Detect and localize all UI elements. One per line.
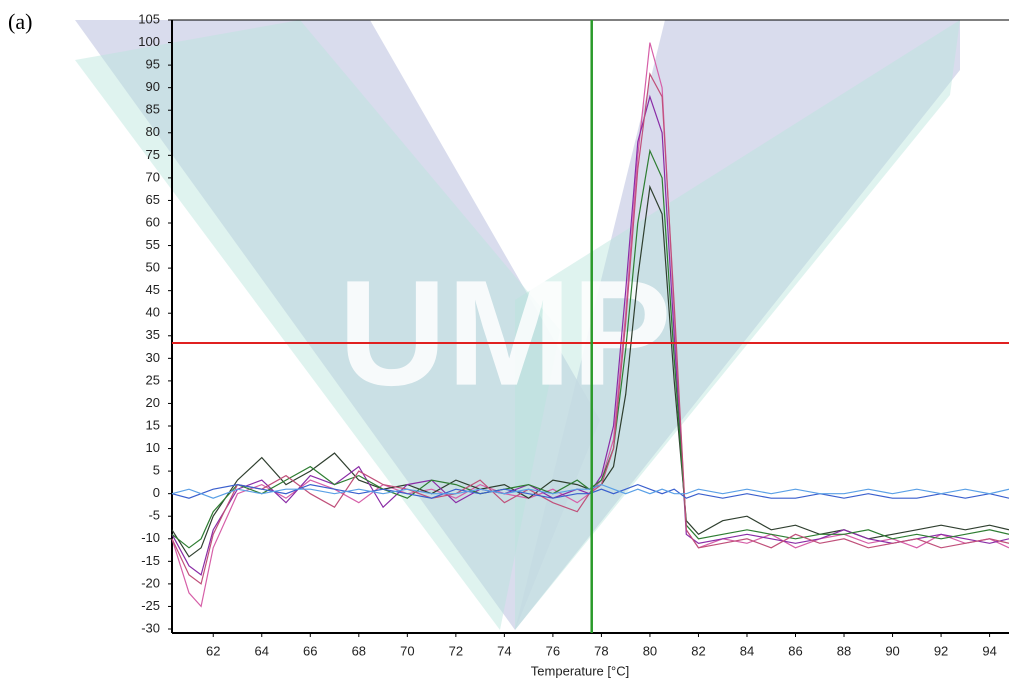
y-tick-label: 25: [146, 372, 160, 387]
y-tick-label: 75: [146, 147, 160, 162]
y-tick-label: 80: [146, 124, 160, 139]
x-tick-label: 68: [352, 643, 366, 658]
y-tick-label: 100: [138, 34, 160, 49]
y-tick-label: -30: [141, 620, 160, 635]
x-tick-label: 78: [594, 643, 608, 658]
x-tick-label: 66: [303, 643, 317, 658]
x-tick-label: 86: [788, 643, 802, 658]
x-tick-label: 74: [497, 643, 511, 658]
y-tick-label: 90: [146, 79, 160, 94]
y-tick-label: 40: [146, 305, 160, 320]
y-tick-label: 45: [146, 282, 160, 297]
x-tick-label: 64: [255, 643, 269, 658]
panel-label: (a): [8, 9, 32, 34]
y-tick-label: -20: [141, 575, 160, 590]
y-tick-label: 15: [146, 417, 160, 432]
y-tick-label: 70: [146, 169, 160, 184]
page: {"chart_data": {"type": "line", "panel_l…: [0, 0, 1009, 682]
y-tick-label: -5: [148, 508, 160, 523]
y-tick-label: 95: [146, 57, 160, 72]
x-axis-title: Temperature [°C]: [531, 663, 629, 678]
y-tick-label: 30: [146, 350, 160, 365]
y-tick-label: 60: [146, 214, 160, 229]
y-tick-label: 20: [146, 395, 160, 410]
chart: UMP (a) Temperature [°C] -30-25-20-15-10…: [0, 0, 1009, 682]
x-tick-label: 72: [449, 643, 463, 658]
y-tick-label: -25: [141, 598, 160, 613]
y-tick-label: 105: [138, 11, 160, 26]
x-tick-label: 80: [643, 643, 657, 658]
y-tick-label: -10: [141, 530, 160, 545]
y-tick-label: 50: [146, 260, 160, 275]
y-tick-label: 85: [146, 102, 160, 117]
x-tick-label: 88: [837, 643, 851, 658]
y-tick-label: 0: [153, 485, 160, 500]
x-tick-label: 62: [206, 643, 220, 658]
y-tick-label: 35: [146, 327, 160, 342]
y-tick-label: 65: [146, 192, 160, 207]
x-tick-label: 70: [400, 643, 414, 658]
x-tick-label: 82: [691, 643, 705, 658]
y-tick-label: -15: [141, 553, 160, 568]
x-tick-label: 90: [885, 643, 899, 658]
y-tick-label: 5: [153, 463, 160, 478]
x-tick-label: 92: [934, 643, 948, 658]
y-tick-label: 10: [146, 440, 160, 455]
y-tick-label: 55: [146, 237, 160, 252]
x-tick-label: 84: [740, 643, 754, 658]
x-tick-label: 76: [546, 643, 560, 658]
x-tick-label: 94: [982, 643, 996, 658]
